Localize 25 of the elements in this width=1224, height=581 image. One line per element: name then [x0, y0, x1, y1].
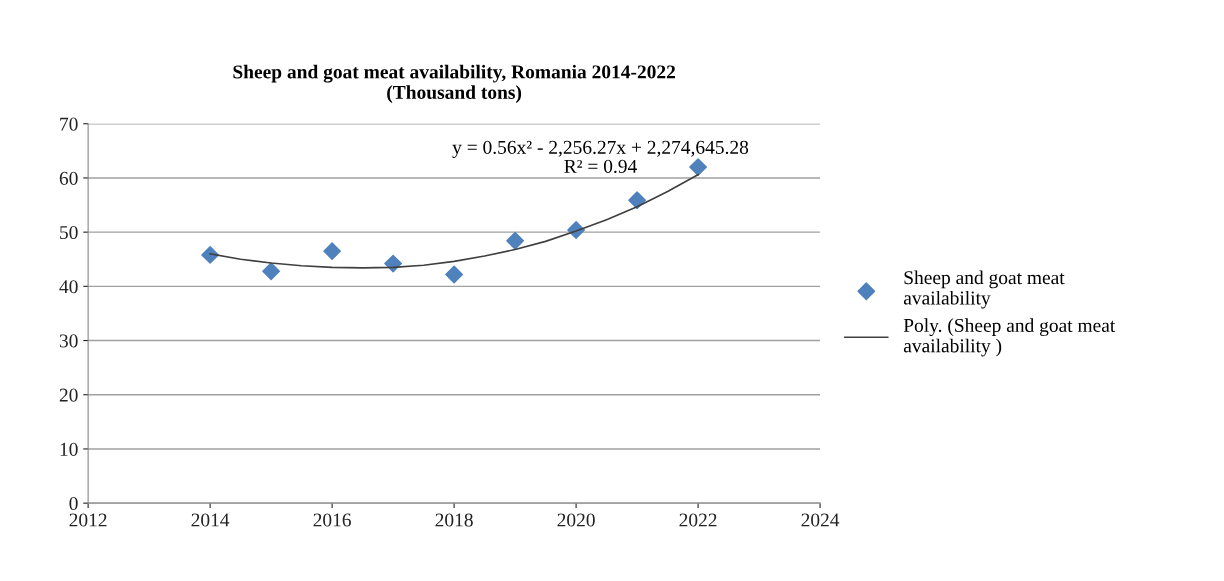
y-tick-label: 50 — [60, 225, 78, 240]
legend-label: Poly. (Sheep and goat meat availability ) — [903, 318, 1116, 357]
y-tick-label: 20 — [59, 388, 78, 402]
point — [689, 158, 707, 177]
point — [628, 191, 647, 210]
y-tick-label: 0 — [69, 496, 78, 511]
x-tick-label: 2022 — [679, 513, 717, 527]
chart-title: Sheep and goat meat availability, Romania 2014-2022 (Thousand tons) — [233, 64, 676, 103]
x-tick-label: 2016 — [313, 513, 351, 527]
point — [262, 262, 281, 281]
y-tick-label: 30 — [59, 334, 78, 348]
point — [506, 231, 525, 250]
y-tick-label: 40 — [59, 280, 78, 294]
legend-label: Sheep and goat meat availability — [903, 270, 1065, 309]
x-tick-label: 2012 — [69, 513, 107, 527]
y-tick-label: 10 — [60, 442, 78, 456]
x-tick-label: 2020 — [557, 513, 595, 527]
point — [323, 242, 342, 261]
x-tick-label: 2024 — [801, 513, 840, 527]
y-tick-label: 70 — [60, 117, 78, 131]
x-tick-label: 2018 — [435, 513, 473, 527]
x-tick-label: 2014 — [191, 513, 230, 527]
y-tick-label: 60 — [59, 171, 78, 185]
annotation: y = 0.56x² - 2,256.27x + 2,274,645.28 R² = 0.94 — [452, 140, 749, 173]
point — [445, 265, 464, 284]
